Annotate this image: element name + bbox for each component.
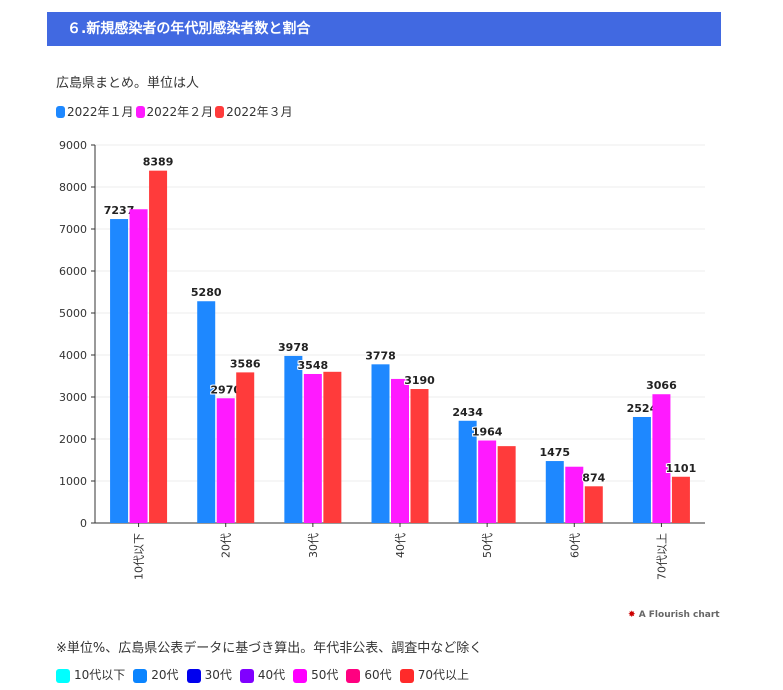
data-label: 3548 (298, 359, 329, 372)
legend-swatch (293, 668, 308, 683)
legend-swatch (346, 668, 361, 683)
bar (458, 420, 477, 523)
legend-label: 20代 (151, 668, 179, 682)
bar (129, 209, 148, 523)
y-tick-label: 8000 (59, 181, 87, 194)
bar (216, 398, 235, 523)
age-legend-item[interactable]: 40代 (239, 666, 286, 683)
legend-swatch (135, 105, 145, 118)
data-label: 1475 (539, 446, 570, 459)
bar (478, 440, 497, 523)
data-label: 3066 (646, 379, 677, 392)
data-label: 1101 (666, 462, 697, 475)
data-label: 1964 (472, 426, 503, 439)
legend-swatch (56, 105, 65, 118)
y-tick-label: 7000 (59, 223, 87, 236)
x-tick-label: 40代 (394, 533, 407, 558)
bar (652, 394, 671, 523)
x-tick-label: 70代以上 (655, 533, 668, 580)
x-tick-label: 10代以下 (133, 533, 146, 580)
y-tick-label: 3000 (59, 391, 87, 404)
chart-legend: 2022年１月 2022年２月 2022年３月 (56, 103, 293, 120)
bar (197, 301, 216, 523)
bar (110, 219, 129, 523)
legend-swatch (56, 668, 70, 683)
bar (371, 364, 390, 523)
legend-swatch (133, 668, 148, 683)
x-tick-label: 50代 (481, 533, 494, 558)
bar (545, 461, 564, 523)
data-label: 2434 (452, 406, 483, 419)
y-tick-label: 6000 (59, 265, 87, 278)
footnote: ※単位%、広島県公表データに基づき算出。年代非公表、調査中など除く (56, 641, 483, 656)
data-label: 3586 (230, 357, 261, 370)
legend-item-mar[interactable]: 2022年３月 (215, 103, 293, 120)
x-tick-label: 60代 (568, 533, 581, 558)
bar (236, 372, 255, 523)
data-label: 874 (582, 471, 605, 484)
age-legend-item[interactable]: 70代以上 (399, 666, 469, 683)
legend-label: 2022年３月 (226, 105, 293, 119)
data-label: 3978 (278, 341, 309, 354)
legend-swatch (239, 668, 254, 683)
bar (671, 476, 690, 523)
data-label: 3190 (404, 374, 435, 387)
y-tick-label: 2000 (59, 433, 87, 446)
legend-label: 30代 (204, 668, 232, 682)
data-label: 7237 (104, 204, 135, 217)
bar (410, 389, 429, 523)
y-tick-label: 0 (80, 517, 87, 530)
data-label: 2970 (210, 383, 241, 396)
age-legend-item[interactable]: 10代以下 (56, 666, 125, 683)
age-legend-item[interactable]: 60代 (346, 666, 392, 683)
legend-swatch (399, 668, 414, 683)
flourish-credit[interactable]: ✸ A Flourish chart (628, 610, 720, 620)
legend-label: 2022年１月 (67, 105, 134, 119)
section-title: ６.新規感染者の年代別感染者数と割合 (67, 21, 311, 37)
legend-label: 50代 (311, 668, 339, 682)
y-tick-label: 4000 (59, 349, 87, 362)
legend-label: 2022年２月 (146, 105, 214, 119)
flourish-logo-icon: ✸ (628, 610, 636, 620)
legend-label: 70代以上 (417, 668, 469, 682)
legend-swatch (215, 105, 225, 118)
age-legend: 10代以下 20代 30代 40代 50代 60代 70代以上 (56, 666, 469, 683)
section-header: ６.新規感染者の年代別感染者数と割合 (47, 12, 721, 46)
bar (303, 373, 322, 523)
bar (391, 378, 409, 523)
age-legend-item[interactable]: 30代 (186, 666, 232, 683)
x-tick-label: 30代 (307, 533, 320, 558)
x-tick-label: 20代 (220, 533, 233, 558)
legend-label: 60代 (364, 668, 392, 682)
legend-item-jan[interactable]: 2022年１月 (56, 103, 134, 120)
legend-swatch (186, 668, 201, 683)
data-label: 2524 (627, 402, 658, 415)
bar (632, 416, 651, 523)
legend-item-feb[interactable]: 2022年２月 (135, 103, 214, 120)
bar (497, 446, 516, 523)
y-tick-label: 1000 (59, 475, 87, 488)
credit-text: A Flourish chart (638, 610, 720, 620)
data-label: 5280 (191, 286, 222, 299)
y-tick-label: 5000 (59, 307, 87, 320)
bar (323, 371, 342, 523)
bar (565, 466, 584, 523)
chart-subtitle: 広島県まとめ。単位は人 (56, 76, 200, 91)
age-legend-item[interactable]: 20代 (133, 666, 179, 683)
age-legend-item[interactable]: 50代 (293, 666, 338, 683)
legend-label: 40代 (257, 668, 286, 682)
legend-label: 10代以下 (74, 668, 126, 682)
bar (584, 486, 603, 523)
data-label: 8389 (143, 156, 174, 169)
bar (149, 170, 168, 524)
data-label: 3778 (365, 349, 396, 362)
y-tick-label: 9000 (59, 139, 87, 152)
bar (284, 355, 303, 523)
